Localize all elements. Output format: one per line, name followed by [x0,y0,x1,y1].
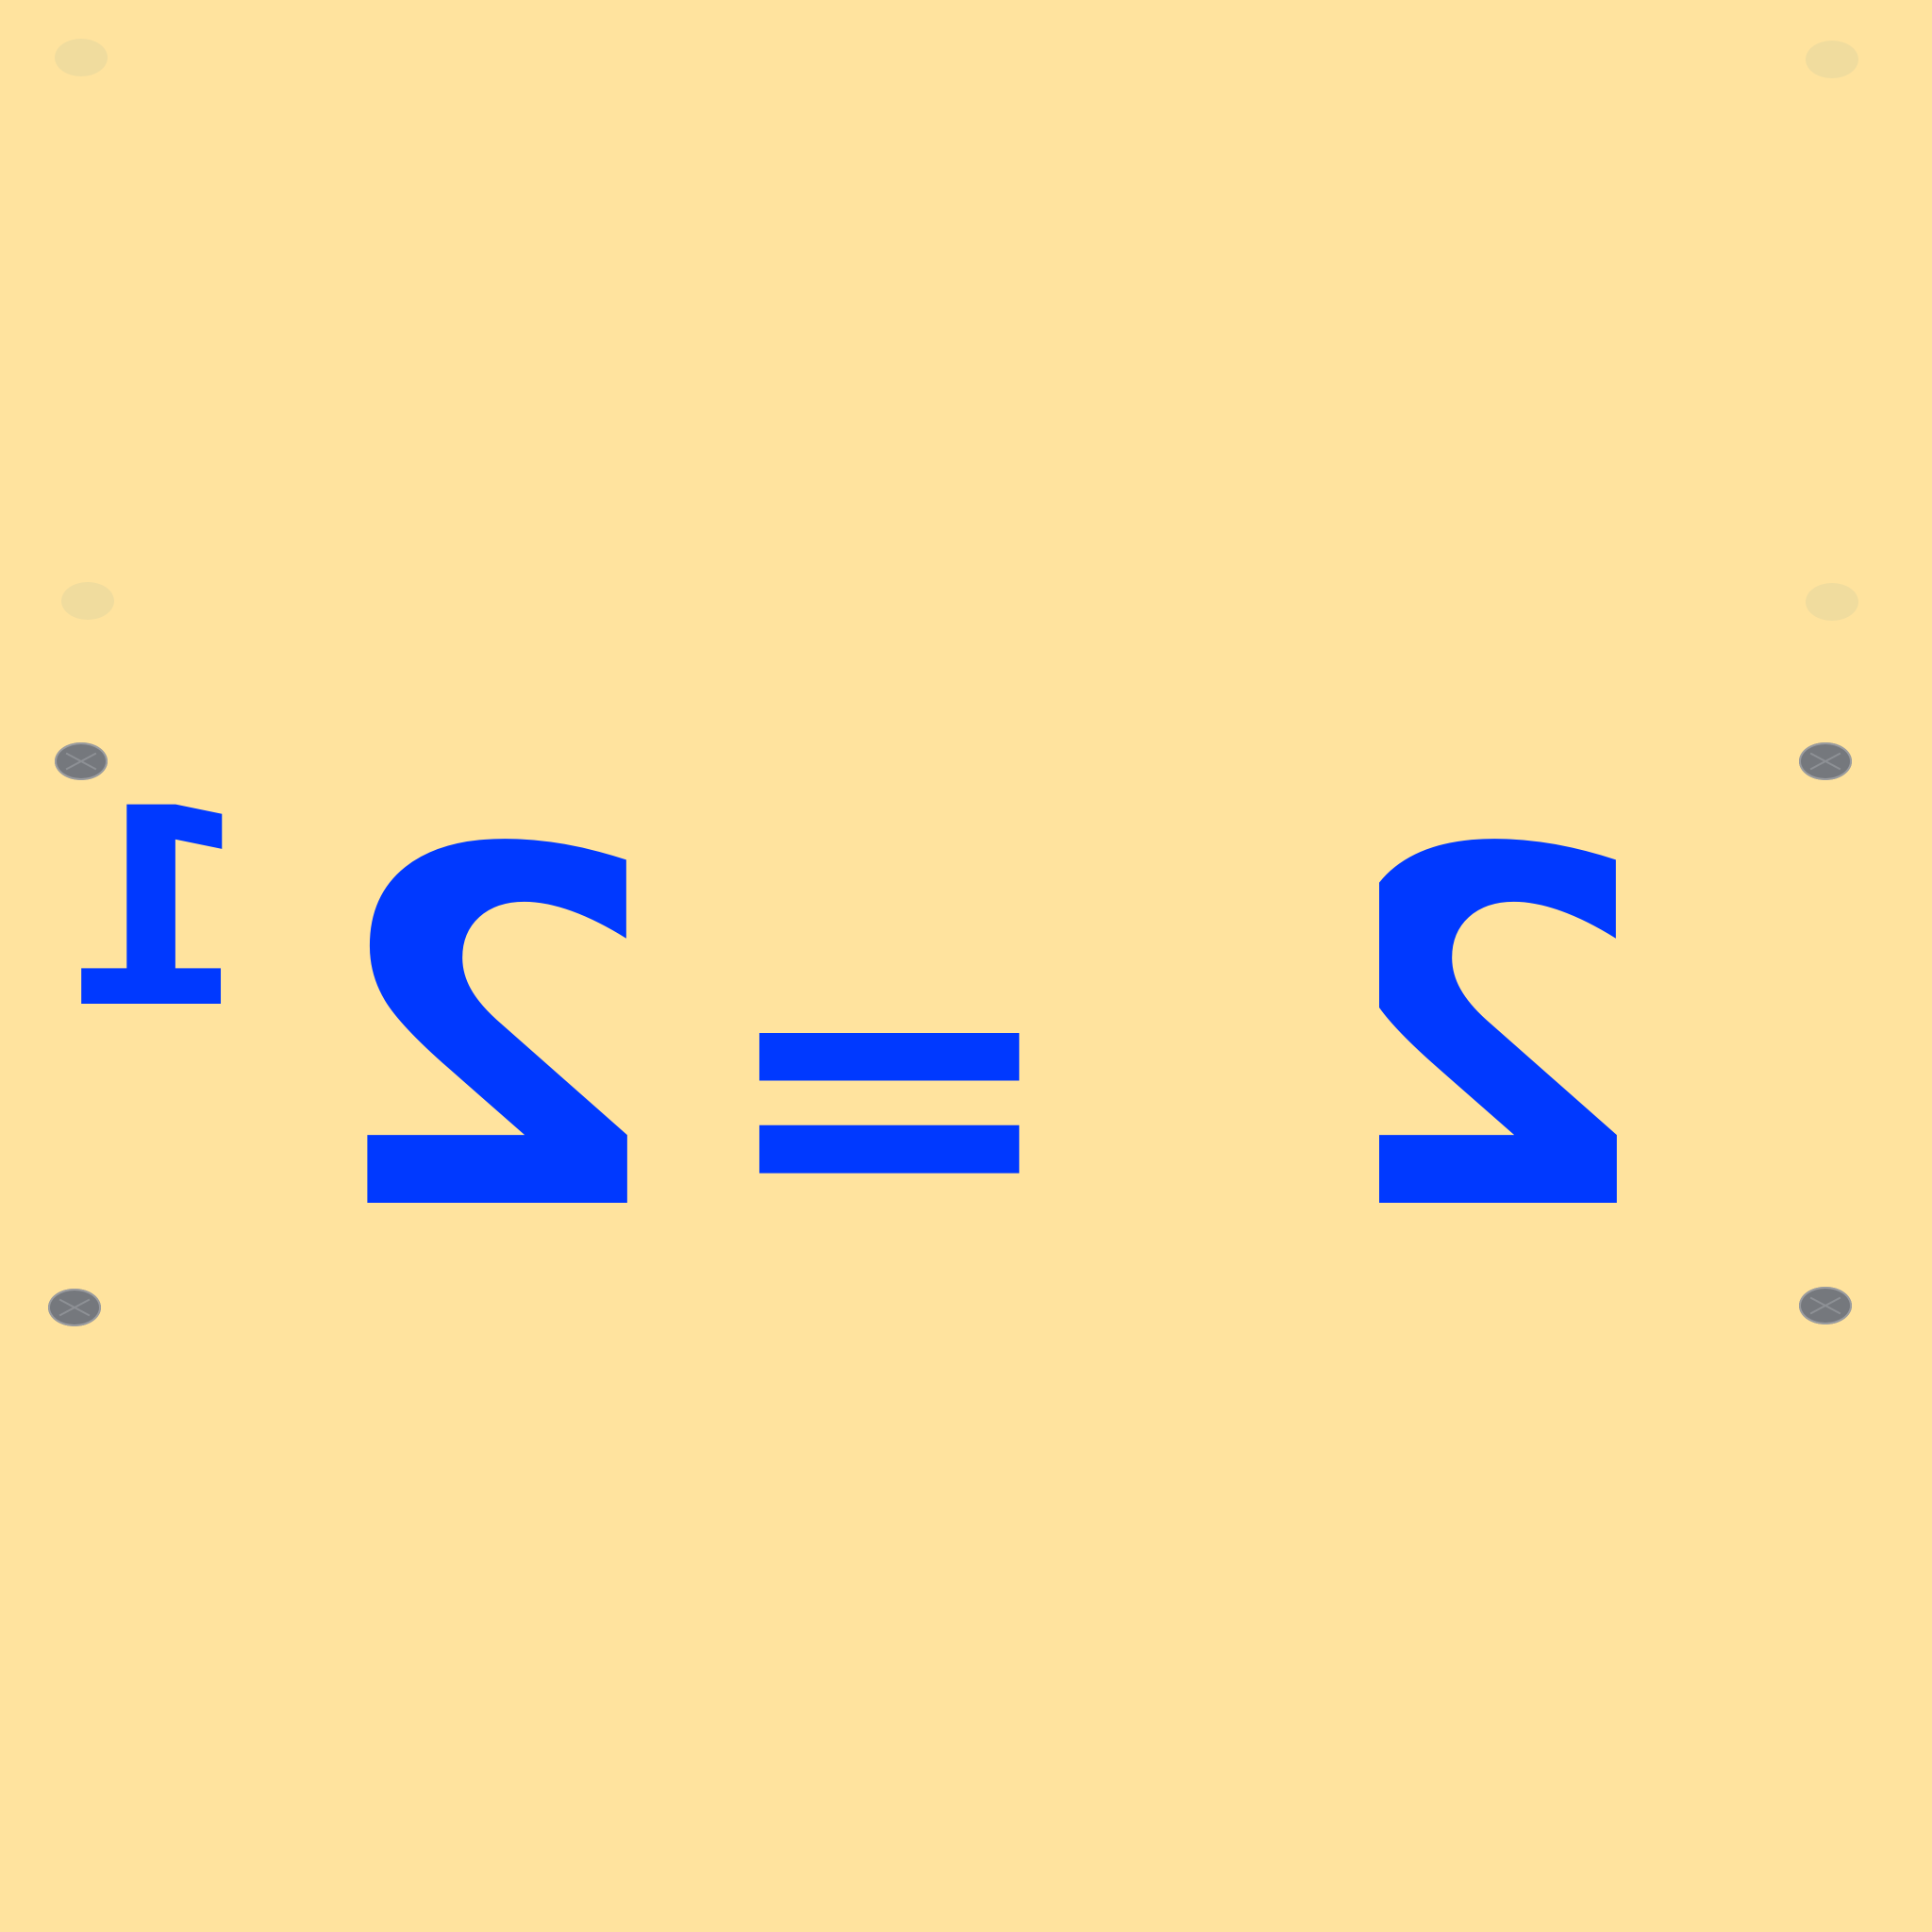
screw-icon [55,742,108,780]
faint-screw-icon [61,582,114,620]
result-clip: 2 [1379,783,1656,1274]
base-digit: 2 [334,747,666,1319]
result-digit: 2 [1379,783,1656,1274]
faint-screw-icon [1806,583,1858,621]
faint-screw-icon [1806,41,1858,78]
equals-sign: = [715,848,1063,1331]
screw-icon [1799,742,1852,780]
exponent-digit: 1 [62,751,253,1069]
screw-icon [1799,1287,1852,1324]
screw-icon [48,1289,101,1326]
faint-screw-icon [55,39,108,76]
